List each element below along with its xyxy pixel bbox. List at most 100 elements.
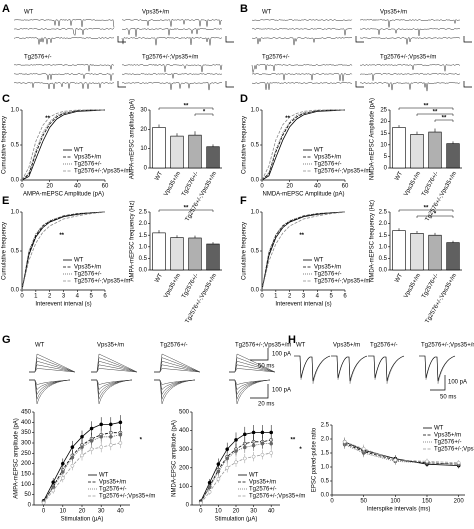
x-axis-label: Interevent interval (s): [275, 302, 331, 308]
y-axis-label: Cumulative frequency: [242, 222, 248, 280]
legend-label: Vps35+/m: [249, 480, 276, 486]
trace: [29, 379, 71, 405]
y-tick-label: 0: [186, 503, 190, 509]
marker: [225, 447, 230, 452]
trace: [229, 357, 276, 373]
x-tick-label: 150: [422, 499, 433, 505]
series-line: [344, 441, 459, 464]
series-line: [261, 211, 346, 291]
x-axis-label: Stimulation (μA): [215, 517, 258, 523]
trace: [14, 27, 115, 36]
legend-label: Tg2576+/-;Vps35+/m: [314, 169, 370, 175]
category-label: Vps35+/m: [403, 171, 422, 198]
trace: [359, 63, 461, 72]
legend-label: Tg2576+/-;Vps35+/m: [314, 279, 370, 285]
marker: [60, 461, 65, 466]
category-label: Tg2576+/-: [181, 273, 200, 300]
trace: [91, 368, 138, 373]
legend-label: Tg2576+/-: [249, 487, 277, 493]
y-tick-label: 100: [179, 484, 190, 490]
marker: [80, 453, 84, 458]
y-tick-label: 50: [24, 492, 31, 498]
marker: [269, 451, 274, 455]
y-axis-label: Cumulative frequency: [2, 222, 8, 280]
annotation: **: [59, 233, 64, 239]
annotation: *: [140, 437, 143, 443]
trace: [154, 368, 201, 373]
marker: [89, 439, 94, 443]
category-label: Vps35+/m: [163, 273, 182, 300]
trace: [13, 72, 115, 81]
bar: [170, 135, 184, 169]
trace-label: WT: [262, 10, 272, 16]
x-axis-label: AMPA-mEPSC Amplitude (pA): [23, 192, 104, 198]
y-axis-label: NMDA-mEPSC Amplitude (pA): [370, 98, 376, 180]
marker: [108, 434, 113, 439]
marker: [456, 460, 461, 465]
trace: [121, 18, 223, 27]
legend-label: WT: [74, 148, 84, 154]
y-tick-label: 25: [380, 108, 387, 114]
legend-label: WT: [249, 473, 259, 479]
panel-label: E: [2, 195, 9, 207]
trace: [121, 36, 223, 46]
trace-label: Tg2576+/-;Vps35+/m: [235, 343, 291, 349]
scale-bar: [117, 81, 126, 88]
legend-label: Tg2576+/-: [314, 272, 342, 278]
trace: [229, 368, 276, 373]
marker: [89, 426, 94, 431]
scale-bar: [463, 81, 472, 88]
trace: [154, 364, 201, 373]
trace-label: Tg2576+/-;Vps35+/m: [380, 55, 436, 61]
x-tick-label: 2: [48, 294, 52, 300]
marker: [41, 501, 46, 505]
scale-bar: [250, 384, 269, 399]
x-tick-label: 60: [102, 184, 109, 190]
trace: [251, 81, 353, 90]
y-tick-label: 200: [21, 461, 32, 467]
scale-label: 100 pA: [272, 388, 291, 394]
trace: [154, 379, 196, 405]
y-axis-label: Cumulative frequency: [242, 116, 248, 174]
annotation: **: [184, 104, 189, 110]
trace-label: WT: [35, 343, 45, 349]
legend-label: Tg2576+/-: [74, 272, 102, 278]
y-tick-label: 1.0: [11, 108, 20, 114]
y-axis-label: NMDA-EPSC amplitude (pA): [172, 420, 178, 497]
trace-label: Vps35+/m: [97, 343, 124, 349]
trace: [121, 63, 223, 73]
marker: [393, 458, 398, 462]
y-tick-label: 10: [380, 142, 387, 148]
marker: [118, 432, 123, 437]
trace: [368, 355, 405, 382]
y-tick-label: 250: [21, 451, 32, 457]
x-tick-label: 0: [199, 509, 203, 515]
y-tick-label: 500: [179, 410, 190, 416]
annotation: *: [203, 110, 206, 116]
marker: [80, 445, 84, 449]
x-tick-label: 3: [302, 294, 306, 300]
legend-label: Vps35+/m: [434, 433, 461, 439]
marker: [60, 476, 65, 480]
trace: [121, 81, 223, 91]
y-tick-label: 0.5: [11, 143, 20, 149]
series-line: [21, 109, 105, 181]
legend-label: WT: [74, 258, 84, 264]
marker: [99, 422, 104, 427]
trace: [229, 353, 276, 373]
trace: [29, 368, 76, 373]
x-tick-label: 20: [46, 184, 53, 190]
legend-label: Tg2576+/-: [434, 440, 462, 446]
x-tick-label: 40: [117, 509, 124, 515]
series-line: [21, 211, 106, 291]
y-axis-label: NMDA-mEPSC frequency (Hz): [370, 200, 376, 282]
y-tick-label: 400: [179, 428, 190, 434]
trace: [251, 19, 353, 21]
annotation: *: [299, 447, 302, 453]
trace-label: Tg2576+/-;Vps35+/m: [421, 343, 474, 349]
y-tick-label: 10: [140, 146, 147, 152]
y-tick-label: 1.5: [139, 233, 148, 239]
y-tick-label: 5: [384, 154, 388, 160]
annotation: **: [45, 116, 50, 122]
